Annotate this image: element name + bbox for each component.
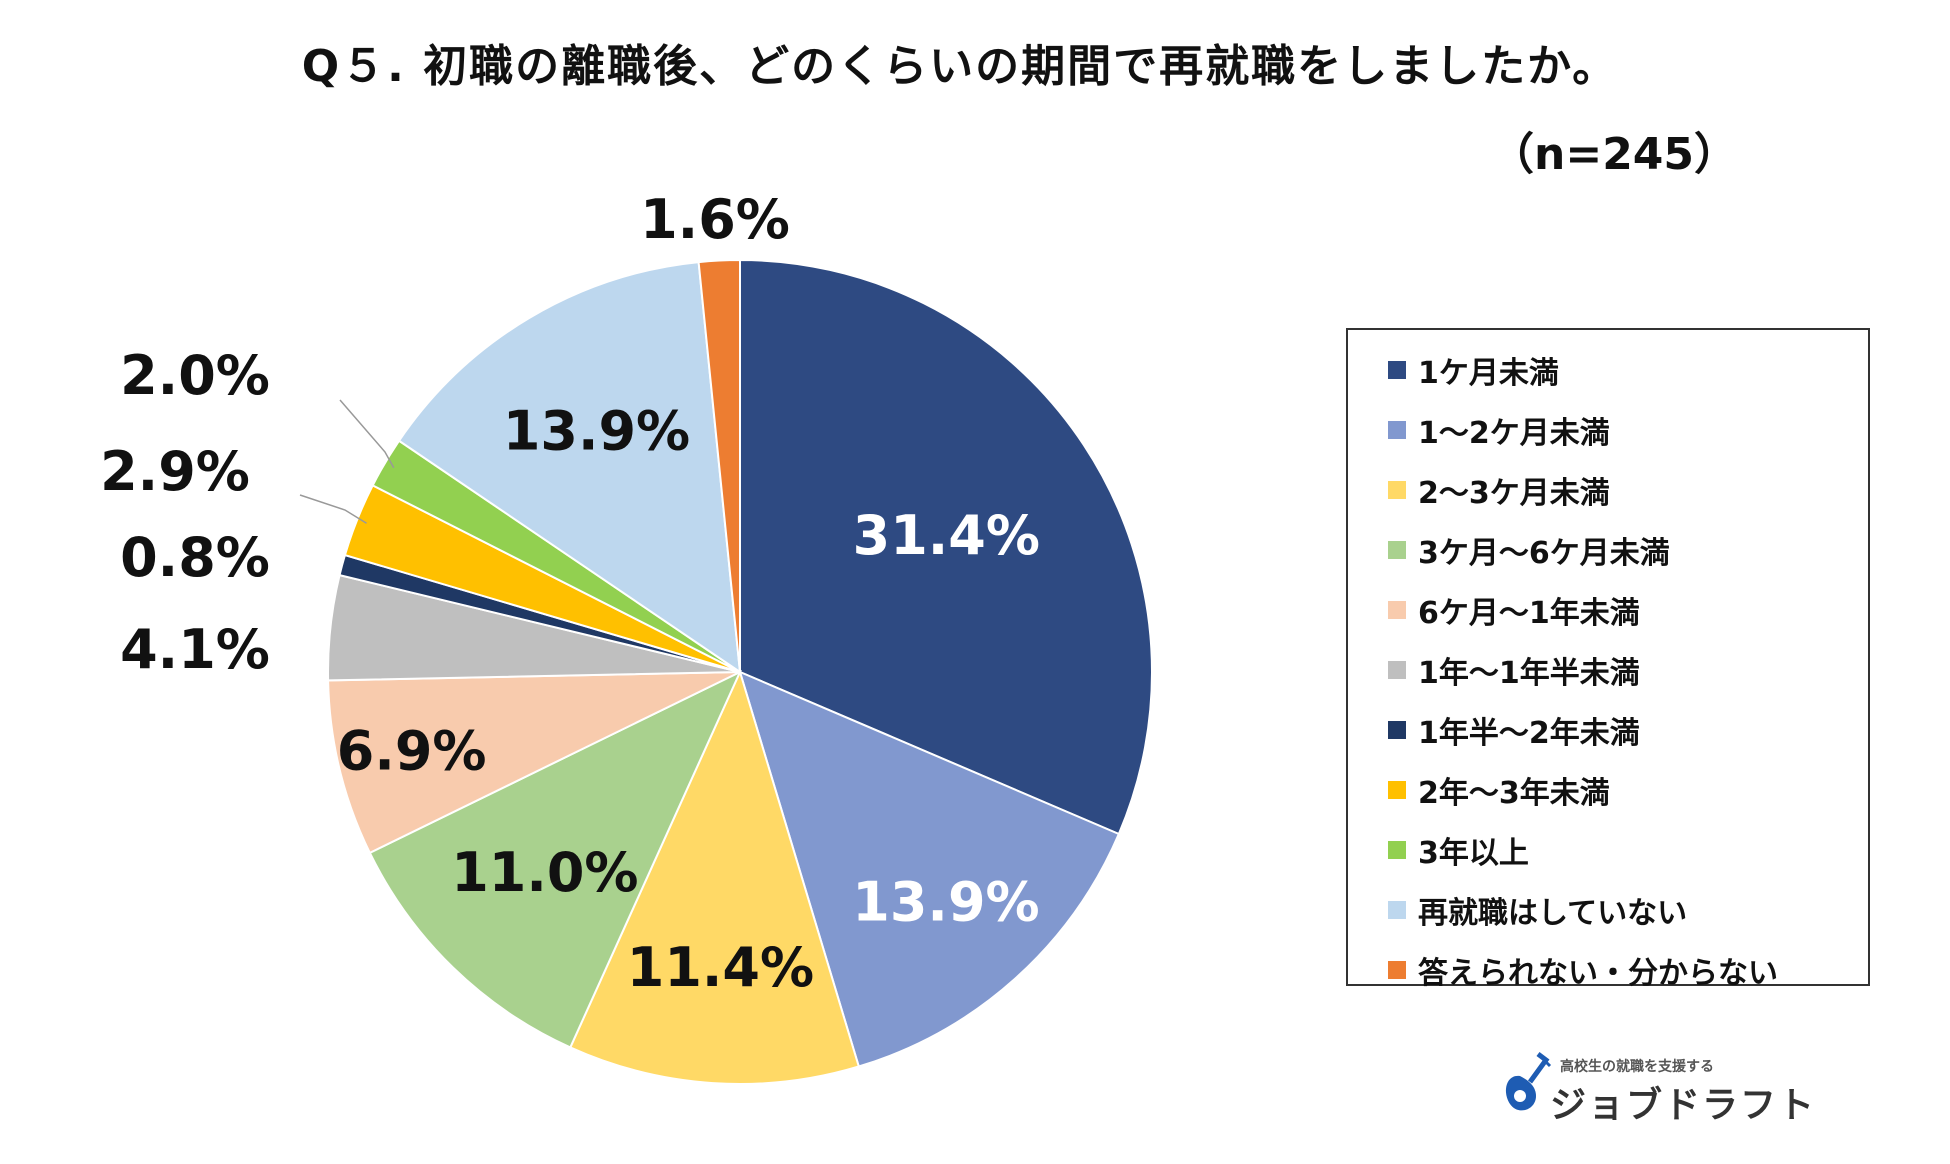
legend-item: 1～2ケ月未満 [1388,400,1868,460]
data-label: 11.0% [451,841,638,904]
guitar-icon [1505,1052,1552,1111]
legend-item: 1年～1年半未満 [1388,640,1868,700]
legend-swatch [1388,961,1406,979]
legend-swatch [1388,541,1406,559]
legend-item: 3年以上 [1388,820,1868,880]
legend-swatch [1388,721,1406,739]
legend-swatch [1388,661,1406,679]
pie-slice [327,671,741,855]
pie-slices [327,258,1154,1085]
data-label: 4.1% [120,618,270,681]
data-label: 6.9% [337,719,487,782]
data-label: 13.9% [503,399,690,462]
legend-label: 1年半～2年未満 [1418,716,1640,751]
data-label: 2.9% [100,440,250,503]
legend-item: 6ケ月～1年未満 [1388,580,1868,640]
pie-slice [697,258,741,673]
data-label: 31.4% [853,504,1040,567]
data-labels: 31.4% 13.9% 11.4% 11.0% 6.9% 4.1% 0.8% 2.9% 2.0%… [100,188,1040,999]
chart-subtitle: （n=245） [1490,129,1739,180]
legend-item: 再就職はしていない [1388,880,1868,940]
legend-swatch [1388,481,1406,499]
legend-swatch [1388,841,1406,859]
legend-label: 2年～3年未満 [1418,776,1610,811]
legend-label: 再就職はしていない [1418,896,1688,931]
legend-item: 3ケ月～6ケ月未満 [1388,520,1868,580]
logo-tagline: 高校生の就職を支援する [1560,1059,1714,1075]
pie-slice [738,670,1121,1068]
data-label: 1.6% [640,188,790,251]
legend-swatch [1388,781,1406,799]
data-label: 11.4% [627,936,814,999]
legend-swatch [1388,601,1406,619]
legend-item: 2～3ケ月未満 [1388,460,1868,520]
pie-slice [397,260,742,675]
legend-label: 1ケ月未満 [1418,356,1559,391]
logo-name: ジョブドラフト [1550,1085,1817,1126]
legend-label: 6ケ月～1年未満 [1418,596,1640,631]
data-label: 0.8% [120,526,270,589]
legend-label: 1年～1年半未満 [1418,656,1640,691]
leader-line [339,399,395,469]
legend-swatch [1388,361,1406,379]
data-label: 13.9% [852,870,1039,933]
pie-slice [739,258,1154,836]
legend-label: 3年以上 [1418,836,1529,871]
legend: 1ケ月未満 1～2ケ月未満 2～3ケ月未満 3ケ月～6ケ月未満 6ケ月～1年未満 1年～1… [1346,328,1870,991]
legend-item: 1年半～2年未満 [1388,700,1868,760]
legend-label: 1～2ケ月未満 [1418,416,1610,451]
legend-label: 3ケ月～6ケ月未満 [1418,536,1670,571]
pie-slice [368,669,743,1049]
pie-slice [568,669,861,1085]
legend-swatch [1388,421,1406,439]
legend-item: 1ケ月未満 [1388,340,1868,400]
data-label: 2.0% [120,344,270,407]
legend-item: 2年～3年未満 [1388,760,1868,820]
legend-label: 2～3ケ月未満 [1418,476,1610,511]
logo: 高校生の就職を支援する ジョブドラフト [1500,1052,1814,1126]
chart-title: Q５. 初職の離職後、どのくらいの期間で再就職をしましたか。 [301,41,1619,92]
legend-label: 答えられない・分からない [1418,956,1778,991]
legend-item: 答えられない・分からない [1388,940,1868,1000]
leader-lines [299,399,395,524]
leader-line [299,494,367,524]
legend-swatch [1388,901,1406,919]
